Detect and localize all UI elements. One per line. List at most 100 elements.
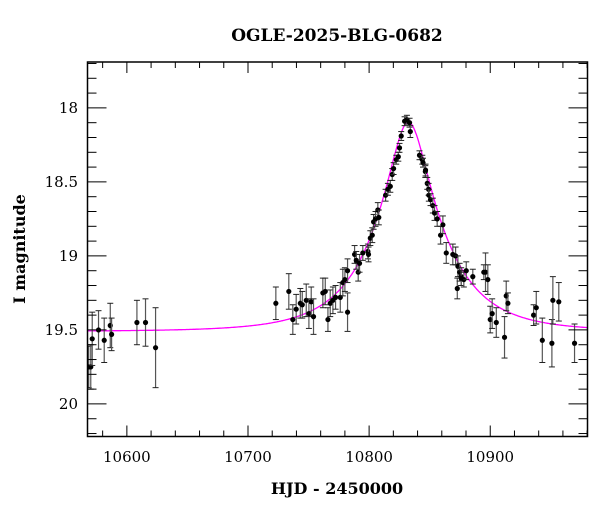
point-marker [134, 319, 140, 326]
data-layer [87, 114, 588, 390]
point-marker [387, 183, 393, 189]
data-point [407, 125, 414, 138]
y-axis-label: I magnitude [10, 194, 29, 304]
point-marker [549, 340, 555, 346]
point-marker [533, 305, 539, 311]
data-point [285, 273, 292, 310]
data-point [108, 317, 115, 352]
point-marker [550, 297, 556, 303]
data-point [555, 282, 562, 322]
data-point [293, 293, 300, 325]
data-point [482, 252, 489, 292]
x-tick-label: 10700 [224, 448, 272, 466]
point-marker [489, 311, 495, 317]
point-marker [109, 331, 115, 337]
model-curve [87, 121, 588, 332]
y-tick-label: 18.5 [45, 173, 78, 191]
point-marker [356, 260, 363, 266]
data-point [401, 116, 408, 127]
point-marker [101, 337, 107, 343]
chart-title: OGLE-2025-BLG-0682 [231, 26, 443, 46]
data-point [299, 290, 306, 319]
data-point [89, 311, 96, 366]
y-tick-label: 20 [59, 395, 78, 413]
point-marker [434, 216, 440, 222]
data-point [305, 298, 312, 329]
data-point [501, 316, 508, 359]
point-marker [325, 316, 331, 323]
data-point [469, 268, 476, 285]
point-marker [396, 145, 403, 151]
x-tick-label: 10900 [466, 448, 514, 466]
point-marker [344, 268, 351, 274]
data-point [310, 298, 317, 335]
point-marker [530, 312, 537, 318]
point-marker [365, 251, 372, 258]
plot-frame [86, 61, 589, 438]
point-marker [306, 311, 312, 317]
data-point [133, 299, 140, 346]
data-point [548, 319, 555, 368]
data-point [107, 302, 114, 349]
point-marker [482, 269, 489, 275]
point-marker [539, 337, 545, 343]
point-marker [407, 128, 413, 135]
y-tick-label: 19 [59, 247, 78, 265]
point-marker [308, 299, 314, 305]
data-point [484, 264, 491, 295]
point-marker [142, 319, 149, 326]
data-point [101, 317, 108, 363]
point-marker [501, 334, 508, 340]
x-axis-label: HJD - 2450000 [271, 479, 403, 498]
data-point [504, 292, 511, 315]
point-marker [463, 268, 469, 274]
data-point [434, 211, 441, 227]
point-marker [470, 274, 476, 280]
point-marker [299, 302, 305, 308]
data-point [398, 131, 405, 141]
data-point [344, 292, 351, 332]
point-marker [369, 232, 375, 238]
data-point [443, 242, 450, 264]
point-marker [556, 299, 562, 305]
point-marker [89, 336, 95, 342]
data-point [375, 209, 382, 226]
data-point [439, 215, 446, 235]
point-marker [344, 309, 351, 315]
data-point [344, 258, 351, 284]
point-marker [310, 314, 317, 320]
x-tick-label: 10600 [103, 448, 151, 466]
data-point [493, 307, 500, 338]
point-marker [293, 306, 299, 312]
point-marker [332, 294, 339, 300]
data-point [365, 246, 372, 263]
point-marker [360, 250, 366, 256]
data-point [549, 276, 556, 325]
data-point [152, 307, 159, 389]
data-point [530, 304, 537, 326]
point-marker [571, 340, 578, 346]
data-point [289, 304, 296, 335]
point-marker [505, 300, 511, 306]
data-point [431, 205, 438, 221]
point-marker [395, 154, 401, 160]
point-marker [322, 288, 328, 295]
data-point [327, 289, 334, 318]
data-point [422, 163, 429, 177]
plot-area [87, 114, 588, 390]
axis-ticks: 10600 10700 10800 10900 18 18.5 19 19.5 20 [45, 62, 588, 466]
point-marker [390, 165, 397, 172]
point-marker [342, 276, 348, 283]
point-marker [454, 285, 460, 292]
point-marker [398, 133, 404, 139]
point-marker [493, 319, 499, 326]
data-point [533, 290, 540, 325]
point-marker [487, 316, 493, 323]
data-point [272, 286, 279, 321]
point-marker [376, 214, 382, 221]
point-marker [290, 316, 296, 323]
point-marker [273, 300, 279, 306]
data-point [322, 277, 329, 306]
data-point [463, 261, 470, 281]
